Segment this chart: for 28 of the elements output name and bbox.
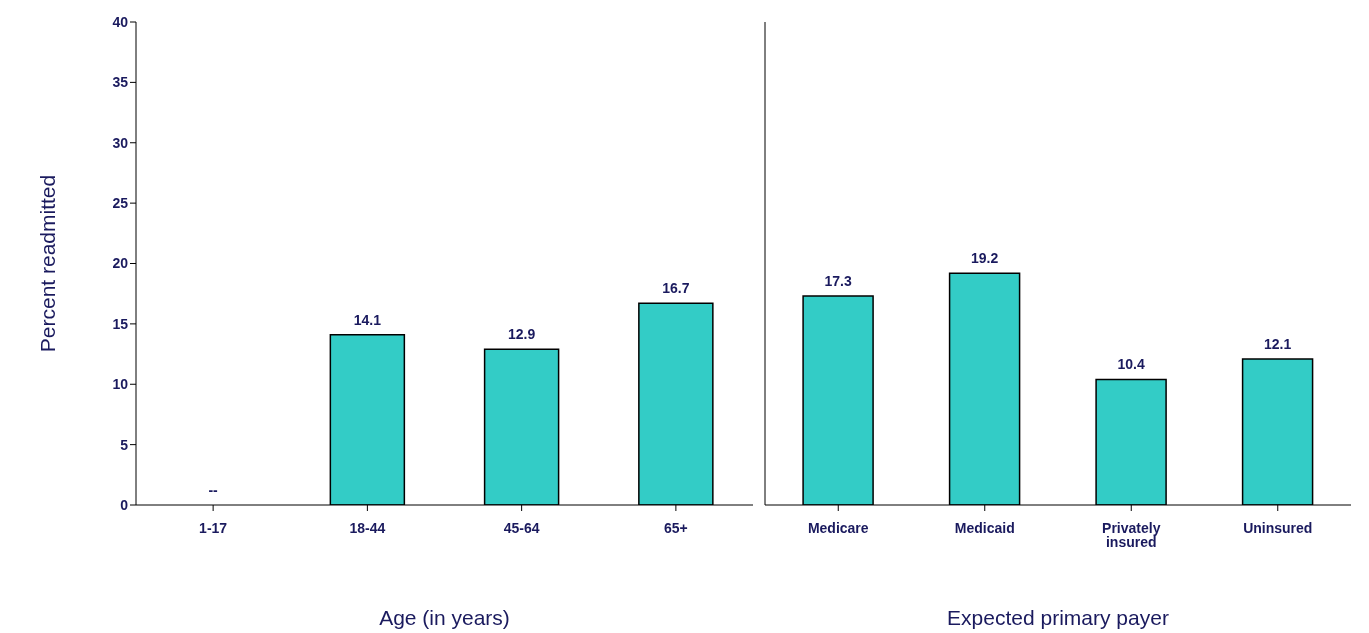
x-tick-label: 65+	[664, 519, 688, 536]
y-axis-title: Percent readmitted	[36, 174, 60, 353]
y-tick-label: 35	[112, 74, 129, 91]
x-tick-label: Uninsured	[1243, 519, 1313, 536]
data-label: 19.2	[970, 250, 999, 267]
data-label: 10.4	[1117, 356, 1145, 373]
x-tick-label: 18-44	[349, 519, 386, 536]
y-tick-label: 30	[112, 134, 129, 151]
y-tick-label: 20	[112, 255, 129, 272]
data-label: 12.1	[1263, 335, 1292, 352]
y-tick-label: 40	[112, 13, 129, 30]
data-label: 17.3	[824, 273, 852, 290]
y-tick-label: 25	[112, 195, 129, 212]
y-tick-label: 10	[112, 376, 129, 393]
x-axis-title: Expected primary payer	[947, 606, 1169, 629]
y-tick-label: 0	[120, 496, 129, 513]
x-tick-label: 45-64	[503, 519, 540, 536]
y-tick-label: 5	[120, 436, 129, 453]
y-tick-label: 15	[112, 315, 129, 332]
x-tick-label: Privately insured	[1102, 519, 1161, 550]
x-axis-title: Age (in years)	[379, 606, 510, 629]
data-label: 16.7	[662, 280, 690, 297]
data-label: 14.1	[353, 311, 382, 328]
text: --	[208, 482, 218, 498]
x-tick-label: Medicare	[807, 519, 869, 536]
x-tick-label: 1-17	[199, 519, 228, 536]
data-label: 12.9	[507, 326, 536, 343]
x-tick-label: Medicaid	[954, 519, 1015, 536]
